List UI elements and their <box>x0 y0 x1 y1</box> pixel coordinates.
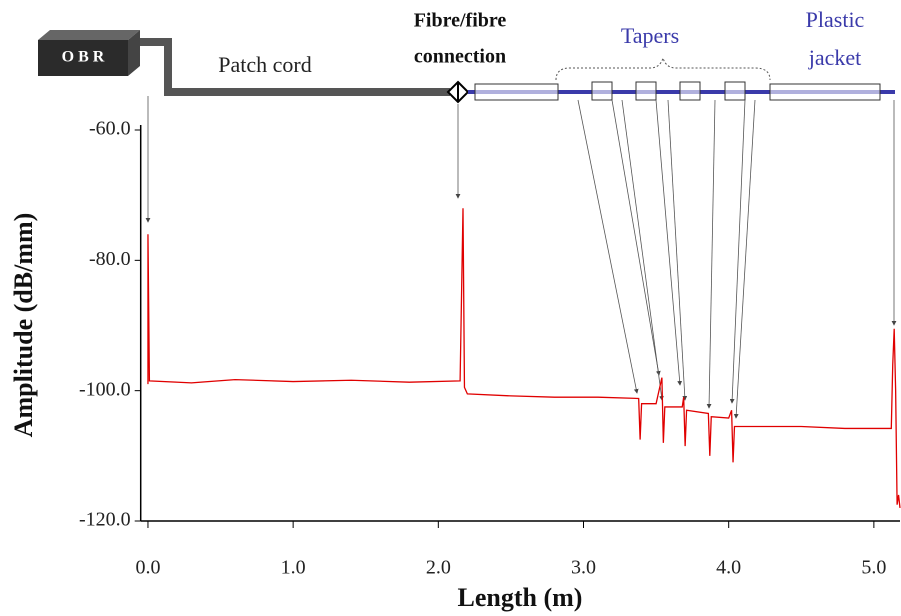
patch-cord <box>140 38 450 96</box>
jacket-segment <box>769 83 881 101</box>
y-tick-label: -60.0 <box>89 118 131 140</box>
annotation: Plastic <box>806 7 865 32</box>
arrow <box>667 99 688 401</box>
obr-box <box>38 40 128 76</box>
obr-top <box>38 30 140 40</box>
annotation: connection <box>414 46 506 68</box>
x-axis-label: Length (m) <box>458 583 583 612</box>
taper-box <box>635 81 657 101</box>
taper-box <box>724 81 746 101</box>
arrow <box>729 99 746 404</box>
arrow <box>621 99 664 401</box>
annotation: Fibre/fibre <box>414 10 507 32</box>
jacket-segment <box>474 83 559 101</box>
x-tick-label: 3.0 <box>571 557 596 579</box>
x-tick-label: 5.0 <box>861 557 886 579</box>
y-tick-label: -120.0 <box>79 509 131 531</box>
x-tick-label: 4.0 <box>716 557 741 579</box>
taper-box <box>679 81 701 101</box>
setup-diagram <box>38 30 897 419</box>
trace <box>147 208 901 509</box>
annotation: Tapers <box>621 23 679 48</box>
y-tick-label: -100.0 <box>79 378 131 400</box>
x-tick-label: 2.0 <box>426 557 451 579</box>
annotation: jacket <box>808 45 862 70</box>
obr-label: O B R <box>62 49 105 66</box>
arrow <box>706 99 716 409</box>
annotation: Patch cord <box>218 52 311 77</box>
x-tick-label: 1.0 <box>281 557 306 579</box>
y-axis-label: Amplitude (dB/mm) <box>9 213 38 438</box>
arrow <box>655 99 683 386</box>
arrow <box>577 99 639 394</box>
taper-box <box>591 81 613 101</box>
arrow <box>733 99 756 419</box>
arrow <box>611 99 661 376</box>
x-tick-label: 0.0 <box>135 557 160 579</box>
obr-side <box>128 30 140 76</box>
tapers-brace <box>555 56 771 81</box>
y-tick-label: -80.0 <box>89 248 131 270</box>
